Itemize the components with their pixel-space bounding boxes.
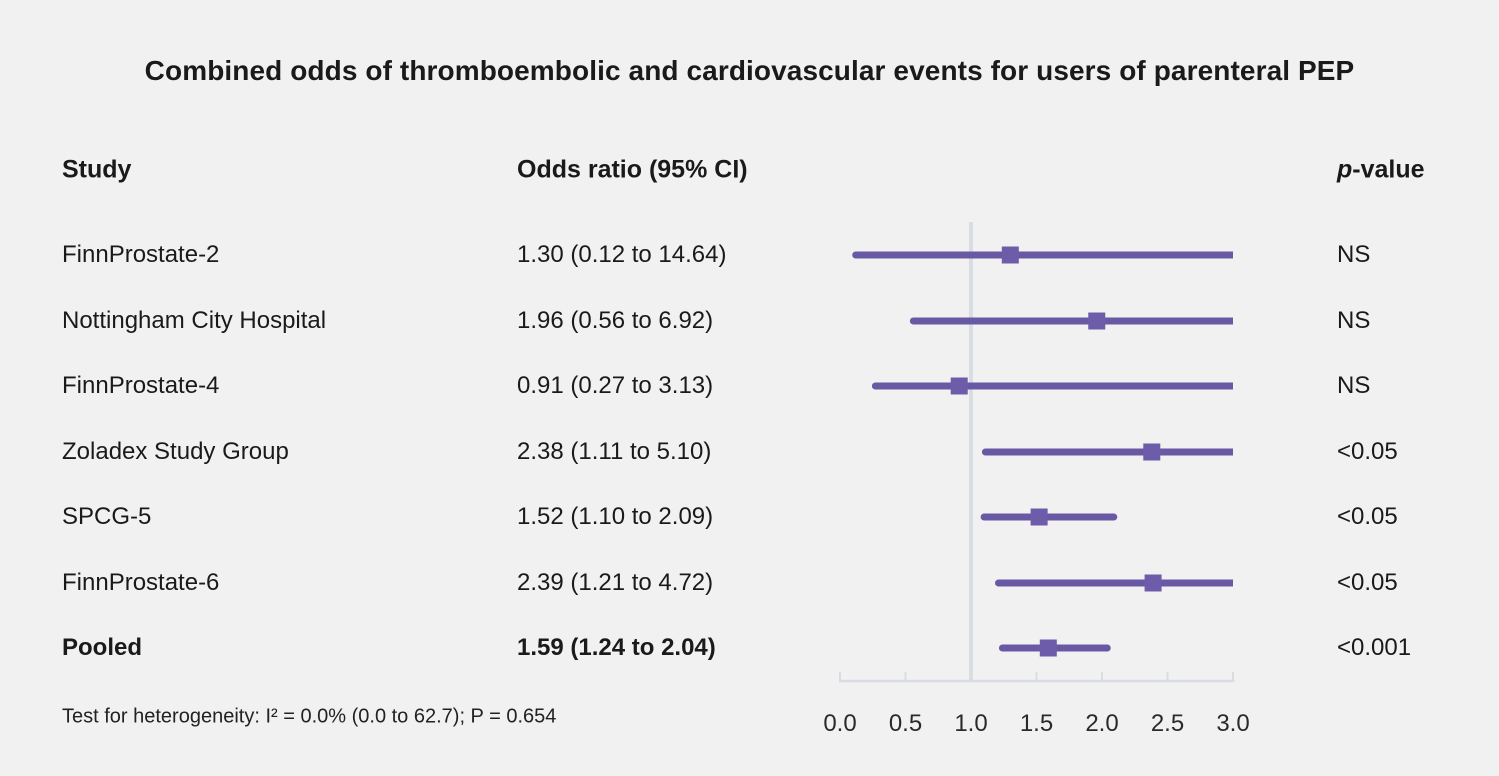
- x-axis-tick-label: 2.5: [1151, 710, 1184, 737]
- figure-title: Combined odds of thromboembolic and card…: [144, 55, 1355, 86]
- odds-ratio-value: 1.96 (0.56 to 6.92): [517, 307, 714, 334]
- p-value: NS: [1337, 372, 1371, 399]
- odds-ratio-value: 1.30 (0.12 to 14.64): [517, 241, 727, 268]
- or-marker: [1039, 639, 1057, 657]
- p-value: <0.05: [1337, 438, 1398, 465]
- x-axis-tick-label: 3.0: [1216, 710, 1249, 737]
- study-label: SPCG-5: [62, 503, 152, 530]
- x-axis-tick-label: 1.0: [954, 710, 987, 737]
- p-value: NS: [1337, 241, 1371, 268]
- odds-ratio-column-header: Odds ratio (95% CI): [517, 155, 748, 184]
- p-value-header-rest: -value: [1352, 155, 1425, 184]
- p-value: <0.05: [1337, 503, 1398, 530]
- ci-line-cap: [995, 579, 1003, 587]
- study-column-header: Study: [62, 155, 132, 184]
- p-value-column-header: p-value: [1337, 156, 1425, 185]
- study-label: Nottingham City Hospital: [62, 307, 327, 334]
- odds-ratio-value: 2.38 (1.11 to 5.10): [517, 438, 712, 465]
- odds-ratio-value: 0.91 (0.27 to 3.13): [517, 372, 714, 399]
- x-axis-tick-label: 2.0: [1085, 710, 1118, 737]
- p-value: <0.001: [1337, 634, 1412, 661]
- ci-line-cap: [852, 251, 860, 259]
- study-label: FinnProstate-4: [62, 372, 220, 399]
- ci-line-cap: [871, 382, 879, 390]
- odds-ratio-value: 1.59 (1.24 to 2.04): [517, 634, 716, 661]
- study-label: Pooled: [62, 634, 143, 661]
- x-axis-tick-label: 0.0: [823, 710, 856, 737]
- ci-line-cap: [980, 513, 988, 521]
- or-marker: [1144, 574, 1162, 592]
- or-marker: [1001, 246, 1019, 264]
- ci-line-cap: [909, 317, 917, 325]
- p-value: NS: [1337, 307, 1371, 334]
- p-value-header-italic: p: [1337, 155, 1353, 184]
- study-label: Zoladex Study Group: [62, 438, 289, 465]
- odds-ratio-value: 1.52 (1.10 to 2.09): [517, 503, 714, 530]
- x-axis-tick-label: 1.5: [1020, 710, 1053, 737]
- odds-ratio-value: 2.39 (1.21 to 4.72): [517, 569, 714, 596]
- ci-line-cap: [1103, 644, 1111, 652]
- ci-line-cap: [1110, 513, 1118, 521]
- or-marker: [950, 377, 968, 395]
- x-axis-tick-label: 0.5: [889, 710, 922, 737]
- p-value: <0.05: [1337, 569, 1398, 596]
- study-label: FinnProstate-6: [62, 569, 220, 596]
- ci-line-cap: [981, 448, 989, 456]
- heterogeneity-footnote: Test for heterogeneity: I² = 0.0% (0.0 t…: [62, 705, 557, 728]
- or-marker: [1088, 312, 1106, 330]
- or-marker: [1143, 443, 1161, 461]
- or-marker: [1030, 508, 1048, 526]
- study-label: FinnProstate-2: [62, 241, 220, 268]
- ci-line-cap: [998, 644, 1006, 652]
